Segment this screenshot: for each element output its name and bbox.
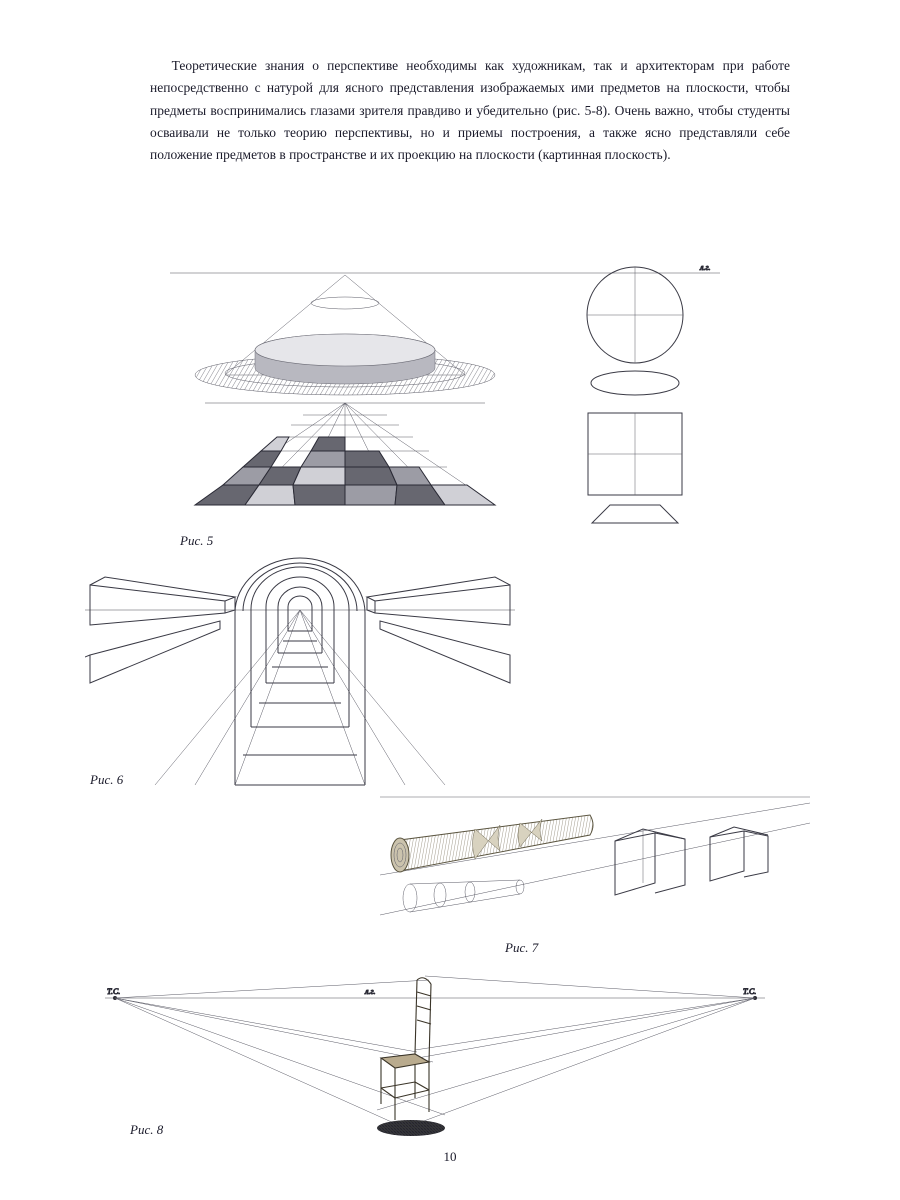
svg-text:л.г.: л.г. bbox=[699, 263, 711, 272]
figure-6-caption: Рис. 6 bbox=[90, 772, 123, 788]
vp-left-label: Т.С. bbox=[107, 987, 120, 996]
figure-5-caption: Рис. 5 bbox=[180, 533, 213, 549]
figure-7-caption: Рис. 7 bbox=[505, 940, 538, 956]
horizon-label: л.г. bbox=[364, 987, 376, 996]
figure-5: л.г. bbox=[165, 255, 725, 535]
page-container: Теоретические знания о перспективе необх… bbox=[0, 0, 900, 1200]
figure-7 bbox=[380, 785, 810, 945]
figure-8-caption: Рис. 8 bbox=[130, 1122, 163, 1138]
body-paragraph: Теоретические знания о перспективе необх… bbox=[150, 55, 790, 166]
vp-right-label: Т.С. bbox=[743, 987, 756, 996]
figure-8: Т.С. Т.С. л.г. bbox=[95, 970, 775, 1145]
figure-6 bbox=[85, 555, 515, 790]
page-number: 10 bbox=[0, 1149, 900, 1165]
